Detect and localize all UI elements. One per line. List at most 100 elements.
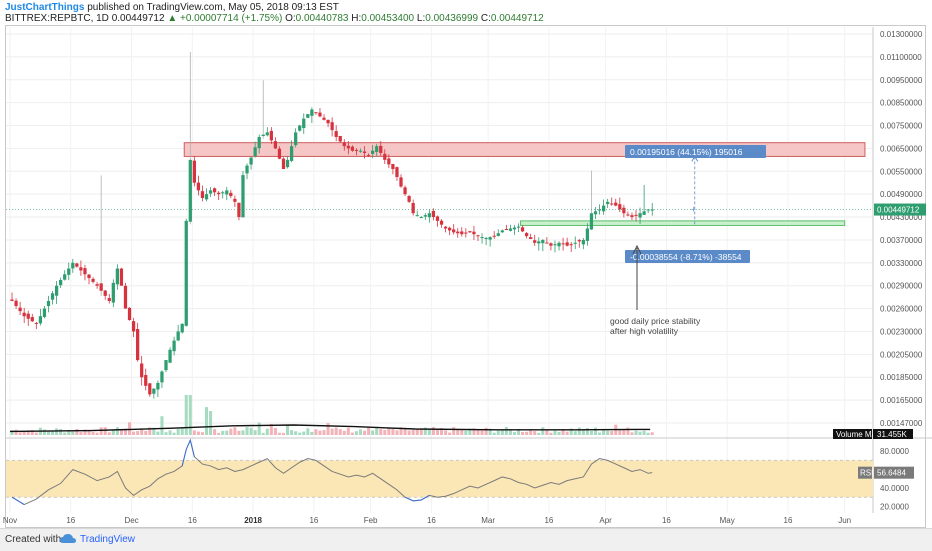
candle-body bbox=[577, 240, 581, 242]
rsi-tick-label: 80.0000 bbox=[880, 447, 909, 456]
candle-body bbox=[26, 313, 30, 319]
price-tick-label: 0.00650000 bbox=[880, 144, 923, 153]
candle-body bbox=[610, 203, 614, 205]
volume-bar bbox=[460, 429, 464, 435]
candle-body bbox=[626, 214, 630, 216]
candle-body bbox=[164, 360, 168, 371]
x-tick-label: 16 bbox=[544, 516, 553, 525]
volume-bar bbox=[176, 428, 180, 435]
candle-body bbox=[54, 285, 59, 296]
volume-bar bbox=[30, 429, 34, 435]
volume-bar bbox=[395, 430, 399, 435]
volume-bar bbox=[387, 427, 391, 435]
candle-body bbox=[111, 282, 115, 303]
volume-bar bbox=[342, 430, 346, 435]
volume-bar bbox=[561, 429, 565, 435]
tradingview-brand[interactable]: TradingView bbox=[80, 534, 136, 545]
volume-bar bbox=[634, 430, 638, 435]
rsi-pane bbox=[6, 438, 873, 506]
price-tick-label: 0.00330000 bbox=[880, 259, 923, 268]
author-link[interactable]: JustChartThings bbox=[5, 2, 85, 13]
price-tick-label: 0.01100000 bbox=[880, 53, 922, 62]
candle-body bbox=[415, 215, 419, 217]
volume-bar bbox=[610, 431, 614, 435]
candle-body bbox=[553, 244, 557, 246]
volume-bar bbox=[241, 430, 245, 435]
publish-info: published on TradingView.com, May 05, 20… bbox=[87, 2, 339, 13]
candle-body bbox=[407, 196, 411, 202]
candle-body bbox=[439, 220, 444, 225]
candle-body bbox=[140, 363, 144, 378]
volume-bar bbox=[500, 430, 504, 435]
candle-body bbox=[322, 117, 326, 120]
price-tick-label: 0.01300000 bbox=[880, 30, 923, 39]
volume-bar bbox=[245, 427, 249, 435]
open-label: O: bbox=[285, 13, 296, 24]
volume-bar bbox=[646, 432, 650, 435]
candle-body bbox=[326, 119, 330, 124]
volume-bar bbox=[593, 427, 598, 435]
x-tick-label: 16 bbox=[309, 516, 318, 525]
note-arrow-icon bbox=[632, 244, 642, 255]
candle-body bbox=[581, 239, 585, 245]
volume-bar bbox=[508, 429, 512, 435]
volume-bar bbox=[302, 431, 306, 435]
candle-body bbox=[366, 155, 371, 157]
volume-bar bbox=[221, 430, 225, 435]
candle-body bbox=[200, 191, 205, 198]
volume-bar bbox=[431, 427, 435, 435]
volume-bar bbox=[34, 432, 38, 435]
candle-body bbox=[71, 262, 75, 269]
volume-bar bbox=[148, 427, 152, 435]
volume-bar bbox=[10, 430, 14, 435]
close-value: 0.00449712 bbox=[490, 13, 544, 24]
volume-bar bbox=[354, 431, 358, 435]
volume-bar bbox=[375, 427, 379, 435]
candle-body bbox=[622, 207, 626, 214]
price-chart[interactable]: +0.00195016 (44.15%) 195016 -0.00038554 (… bbox=[0, 0, 932, 528]
volume-ma-line bbox=[9, 424, 651, 433]
candle-body bbox=[516, 226, 521, 228]
volume-bar bbox=[468, 428, 472, 435]
volume-bar bbox=[581, 429, 585, 435]
volume-bar bbox=[403, 427, 407, 435]
x-tick-label: Dec bbox=[124, 516, 138, 525]
candle-body bbox=[419, 217, 423, 219]
volume-bar bbox=[521, 431, 525, 435]
candle-body bbox=[103, 290, 107, 296]
chart-frame[interactable] bbox=[5, 25, 926, 528]
candle-body bbox=[265, 132, 269, 136]
candle-body bbox=[342, 142, 346, 147]
rsi-tick-label: 40.0000 bbox=[880, 484, 909, 493]
candle-body bbox=[310, 109, 314, 116]
volume-bar bbox=[132, 431, 136, 435]
volume-bar bbox=[399, 427, 403, 435]
candle-body bbox=[269, 130, 273, 141]
volume-bar bbox=[217, 432, 221, 435]
candle-body bbox=[504, 228, 508, 230]
candle-body bbox=[593, 211, 598, 215]
volume-bar bbox=[140, 428, 144, 435]
price-tick-label: 0.00260000 bbox=[880, 305, 923, 314]
volume-bar bbox=[111, 430, 115, 435]
candle-body bbox=[306, 114, 310, 118]
candle-body bbox=[241, 175, 245, 218]
candle-body bbox=[180, 323, 184, 333]
volume-bar bbox=[480, 430, 484, 435]
candle-body bbox=[148, 383, 152, 395]
candle-body bbox=[338, 135, 342, 142]
candle-body bbox=[249, 157, 253, 165]
candle-body bbox=[606, 201, 610, 205]
volume-bar bbox=[318, 430, 322, 435]
low-label: L: bbox=[416, 13, 426, 24]
volume-bar bbox=[46, 430, 51, 435]
volume-bar bbox=[391, 428, 395, 435]
volume-bar bbox=[204, 407, 209, 435]
volume-bar bbox=[67, 430, 71, 435]
candle-body bbox=[508, 228, 513, 231]
candle-body bbox=[569, 244, 573, 246]
x-tick-label: 16 bbox=[427, 516, 436, 525]
volume-bar bbox=[557, 431, 561, 435]
candle-body bbox=[127, 307, 132, 321]
candle-body bbox=[83, 268, 87, 275]
